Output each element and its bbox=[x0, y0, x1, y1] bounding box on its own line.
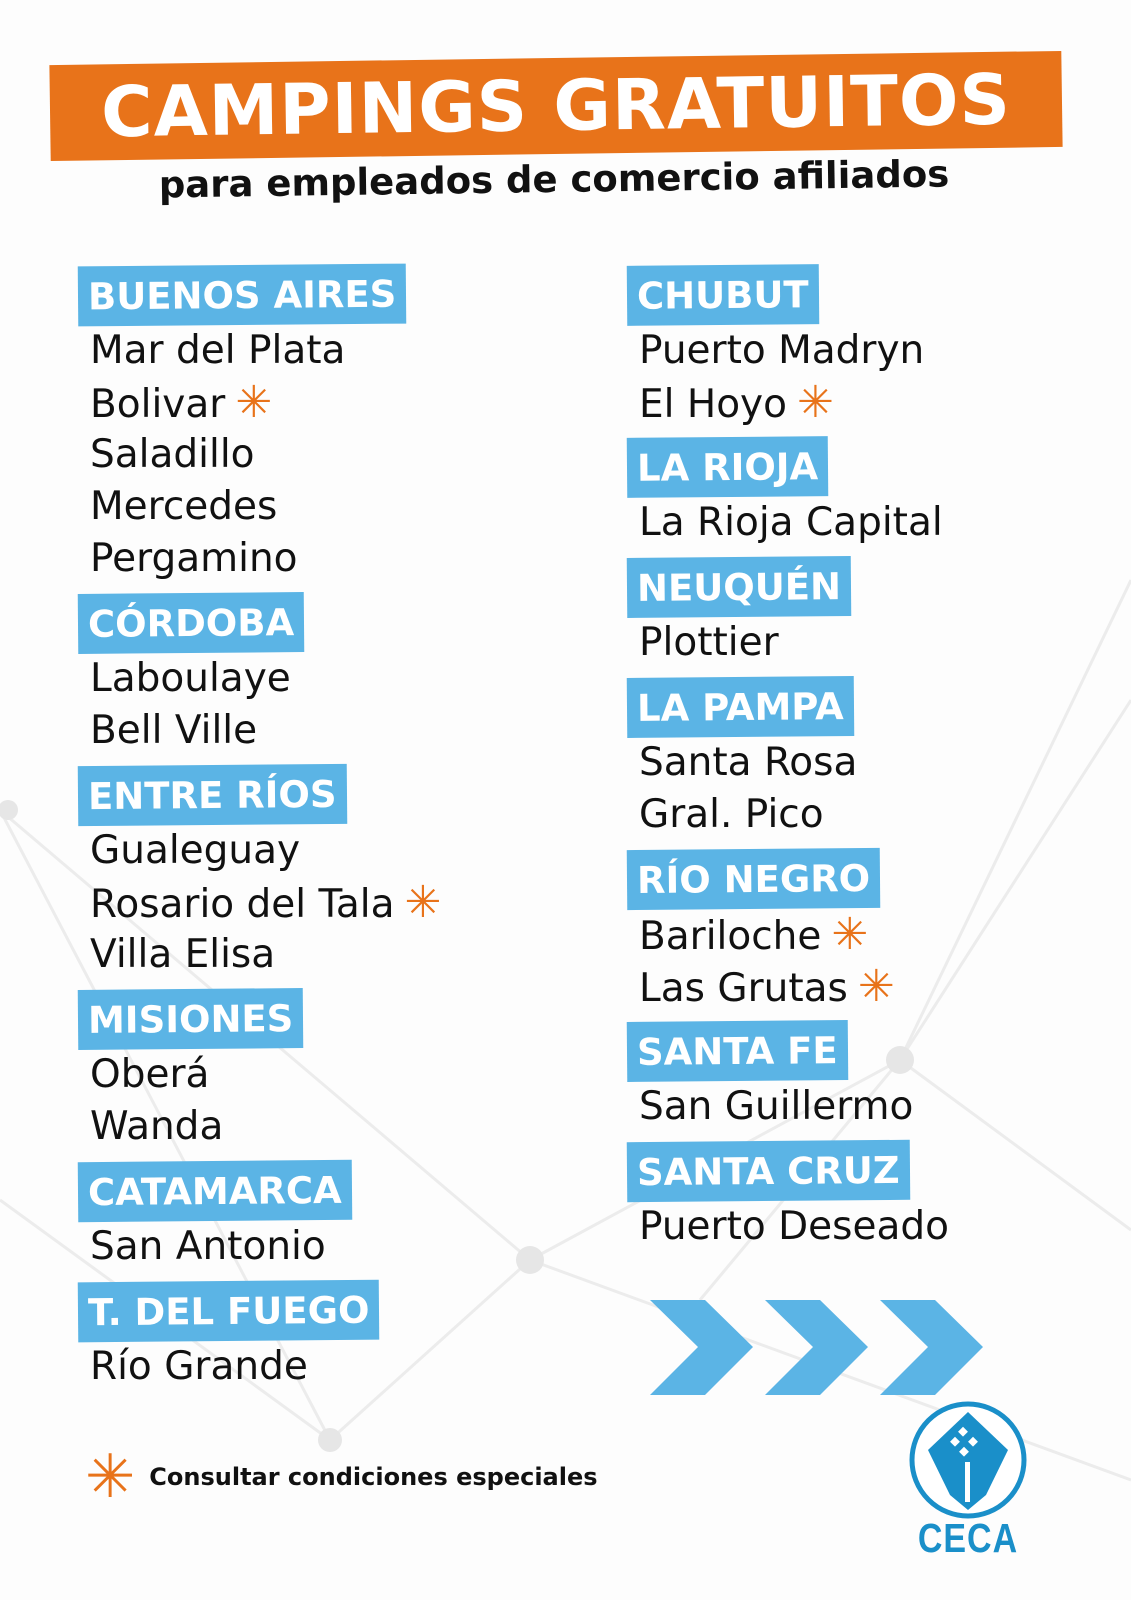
place-item: Gualeguay bbox=[78, 825, 441, 877]
province-header: ENTRE RÍOS bbox=[77, 763, 347, 827]
place-name: Puerto Madryn bbox=[639, 328, 925, 373]
chevron-right-icon bbox=[765, 1300, 868, 1395]
place-item: La Rioja Capital bbox=[627, 497, 949, 549]
place-name: Saladillo bbox=[90, 432, 255, 477]
place-item: Río Grande bbox=[78, 1341, 441, 1393]
asterisk-icon: ✳ bbox=[85, 1442, 136, 1512]
place-item: Laboulaye bbox=[78, 653, 441, 705]
place-item: Pergamino bbox=[78, 533, 441, 585]
place-name: Bolivar bbox=[90, 382, 226, 427]
province-group: CÓRDOBA Laboulaye Bell Ville bbox=[77, 592, 441, 757]
place-name: San Guillermo bbox=[639, 1084, 914, 1129]
chevron-right-icon bbox=[880, 1300, 983, 1395]
place-item: Oberá bbox=[78, 1049, 441, 1101]
province-group: CHUBUT Puerto Madryn El Hoyo ✳ bbox=[626, 264, 949, 429]
logo-name: CECA bbox=[917, 1516, 1019, 1562]
province-group: RÍO NEGRO Bariloche ✳ Las Grutas ✳ bbox=[626, 847, 949, 1013]
place-item: Bariloche ✳ bbox=[627, 909, 949, 961]
place-item: Plottier bbox=[627, 617, 949, 669]
left-column: BUENOS AIRES Mar del Plata Bolivar ✳ Saladil… bbox=[77, 263, 441, 1401]
place-name: Gral. Pico bbox=[639, 792, 824, 837]
place-item: Puerto Deseado bbox=[627, 1201, 949, 1253]
place-item: Rosario del Tala ✳ bbox=[78, 877, 441, 929]
place-item: Mercedes bbox=[78, 481, 441, 533]
place-item: Santa Rosa bbox=[627, 737, 949, 789]
place-name: Wanda bbox=[90, 1104, 224, 1149]
asterisk-icon: ✳ bbox=[857, 961, 895, 1012]
arrows bbox=[650, 1300, 983, 1395]
place-name: Mar del Plata bbox=[90, 328, 346, 373]
place-name: Pergamino bbox=[90, 536, 298, 581]
place-item: Puerto Madryn bbox=[627, 325, 949, 377]
place-item: Villa Elisa bbox=[78, 929, 441, 981]
place-name: Bariloche bbox=[639, 914, 822, 959]
asterisk-icon: ✳ bbox=[404, 877, 442, 928]
place-name: Rosario del Tala bbox=[90, 882, 395, 927]
province-header: MISIONES bbox=[77, 988, 304, 1050]
place-item: Saladillo bbox=[78, 429, 441, 481]
province-group: ENTRE RÍOS Gualeguay Rosario del Tala ✳ Vill… bbox=[77, 763, 441, 981]
place-name: Bell Ville bbox=[90, 708, 258, 753]
province-header: NEUQUÉN bbox=[626, 556, 852, 618]
ceca-logo-icon bbox=[909, 1401, 1027, 1519]
title: CAMPINGS GRATUITOS bbox=[100, 58, 1012, 154]
place-name: Río Grande bbox=[90, 1344, 308, 1389]
province-header: T. DEL FUEGO bbox=[77, 1279, 380, 1343]
place-name: Villa Elisa bbox=[90, 932, 276, 977]
place-item: Bell Ville bbox=[78, 705, 441, 757]
province-header: SANTA FE bbox=[626, 1020, 848, 1082]
place-name: Oberá bbox=[90, 1052, 210, 1097]
place-item: San Antonio bbox=[78, 1221, 441, 1273]
place-item: Bolivar ✳ bbox=[78, 377, 441, 429]
province-header: SANTA CRUZ bbox=[626, 1139, 910, 1203]
footnote: ✳ Consultar condiciones especiales bbox=[85, 1442, 598, 1512]
place-name: Santa Rosa bbox=[639, 740, 858, 785]
province-group: MISIONES Oberá Wanda bbox=[77, 988, 441, 1153]
ceca-logo: CECA bbox=[908, 1400, 1028, 1562]
place-item: Wanda bbox=[78, 1101, 441, 1153]
place-item: Mar del Plata bbox=[78, 325, 441, 377]
place-name: Plottier bbox=[639, 620, 779, 665]
place-item: Las Grutas ✳ bbox=[627, 961, 949, 1013]
province-group: LA RIOJA La Rioja Capital bbox=[626, 436, 949, 549]
place-item: San Guillermo bbox=[627, 1081, 949, 1133]
province-header: CHUBUT bbox=[626, 264, 819, 326]
place-name: La Rioja Capital bbox=[639, 500, 943, 545]
asterisk-icon: ✳ bbox=[797, 377, 834, 428]
province-group: T. DEL FUEGO Río Grande bbox=[77, 1279, 441, 1393]
asterisk-icon: ✳ bbox=[831, 909, 869, 960]
place-name: Mercedes bbox=[90, 484, 278, 529]
province-group: LA PAMPA Santa Rosa Gral. Pico bbox=[626, 676, 949, 841]
chevron-right-icon bbox=[650, 1300, 753, 1395]
place-name: Las Grutas bbox=[639, 966, 848, 1011]
right-column: CHUBUT Puerto Madryn El Hoyo ✳ LA RIOJA La Ri… bbox=[626, 264, 949, 1261]
place-name: El Hoyo bbox=[639, 382, 788, 427]
province-header: CATAMARCA bbox=[77, 1159, 352, 1223]
place-item: Gral. Pico bbox=[627, 789, 949, 841]
asterisk-icon: ✳ bbox=[235, 377, 273, 428]
province-group: CATAMARCA San Antonio bbox=[77, 1159, 441, 1273]
province-group: NEUQUÉN Plottier bbox=[626, 556, 949, 669]
title-banner: CAMPINGS GRATUITOS bbox=[49, 50, 1063, 162]
province-header: BUENOS AIRES bbox=[77, 263, 407, 327]
place-name: Gualeguay bbox=[90, 828, 301, 873]
province-group: SANTA CRUZ Puerto Deseado bbox=[626, 1139, 949, 1253]
place-name: Puerto Deseado bbox=[639, 1204, 949, 1249]
place-item: El Hoyo ✳ bbox=[627, 377, 949, 429]
province-group: SANTA FE San Guillermo bbox=[626, 1020, 949, 1133]
place-name: San Antonio bbox=[90, 1224, 326, 1269]
province-group: BUENOS AIRES Mar del Plata Bolivar ✳ Saladil… bbox=[77, 263, 441, 585]
place-name: Laboulaye bbox=[90, 656, 291, 701]
province-header: CÓRDOBA bbox=[77, 592, 305, 654]
footnote-text: Consultar condiciones especiales bbox=[149, 1463, 598, 1491]
province-header: LA PAMPA bbox=[626, 676, 854, 738]
province-header: LA RIOJA bbox=[626, 436, 829, 498]
province-header: RÍO NEGRO bbox=[626, 847, 881, 911]
